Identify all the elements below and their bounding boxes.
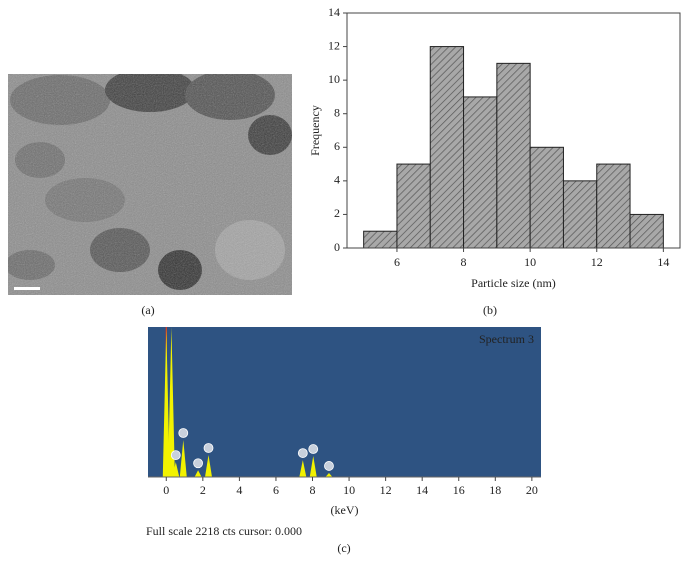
peak — [162, 327, 170, 477]
y-tick-label: 0 — [334, 240, 340, 254]
x-tick-label: 14 — [657, 255, 669, 269]
x-tick-label: 8 — [461, 255, 467, 269]
tem-image — [8, 74, 292, 295]
x-tick-label: 14 — [416, 483, 428, 497]
peak-marker — [167, 316, 176, 325]
x-tick-label: 0 — [163, 483, 169, 497]
spectrum-title: Spectrum 3 — [479, 332, 534, 346]
x-tick-label: 16 — [453, 483, 465, 497]
bar — [396, 163, 431, 249]
peak-marker — [297, 448, 308, 458]
peak-marker — [308, 444, 319, 454]
bar — [463, 96, 498, 249]
peak — [194, 470, 202, 477]
x-axis-label: Particle size (nm) — [471, 276, 556, 290]
y-tick-label: 4 — [334, 173, 340, 187]
bar — [529, 146, 564, 249]
y-tick-label: 12 — [328, 38, 340, 52]
x-tick-label: 6 — [273, 483, 279, 497]
peak-marker — [324, 461, 334, 471]
peak — [205, 455, 213, 477]
x-tick-label: 10 — [524, 255, 536, 269]
bar — [496, 62, 531, 249]
peak-marker — [193, 458, 203, 469]
x-tick-label: 20 — [526, 483, 538, 497]
x-tick-label: 18 — [489, 483, 501, 497]
y-tick-label: 10 — [328, 72, 340, 86]
y-tick-label: 14 — [328, 5, 340, 19]
y-axis-label: Frequency — [308, 105, 322, 156]
x-tick-label: 8 — [310, 483, 316, 497]
peak-marker — [170, 450, 181, 461]
x-tick-label: 12 — [591, 255, 603, 269]
panel-label: (a) — [141, 303, 154, 317]
y-tick-label: 6 — [334, 139, 340, 153]
spectrum-background — [148, 327, 541, 477]
bar — [363, 230, 398, 249]
peak — [309, 456, 317, 477]
bar — [629, 213, 664, 249]
peak — [299, 460, 307, 477]
peak — [172, 462, 180, 477]
bar — [562, 180, 598, 249]
plot-frame — [346, 12, 681, 249]
bar — [429, 46, 465, 249]
x-tick-label: 2 — [200, 483, 206, 497]
bar — [596, 163, 631, 249]
x-tick-label: 6 — [394, 255, 400, 269]
peak-marker — [203, 443, 214, 453]
spectrum-plot — [162, 316, 334, 477]
x-tick-label: 10 — [343, 483, 355, 497]
panel-label: (b) — [483, 303, 497, 317]
x-tick-label: 4 — [236, 483, 242, 497]
panel-label: (c) — [337, 541, 350, 555]
peak — [167, 327, 175, 477]
y-tick-label: 2 — [334, 206, 340, 220]
y-tick-label: 8 — [334, 105, 340, 119]
x-axis-label: (keV) — [331, 503, 359, 517]
x-tick-label: 12 — [380, 483, 392, 497]
peak — [179, 440, 187, 477]
peak — [325, 472, 333, 477]
annotation: Full scale 2218 cts cursor: 0.000 — [146, 524, 302, 538]
peak-marker — [178, 428, 189, 438]
